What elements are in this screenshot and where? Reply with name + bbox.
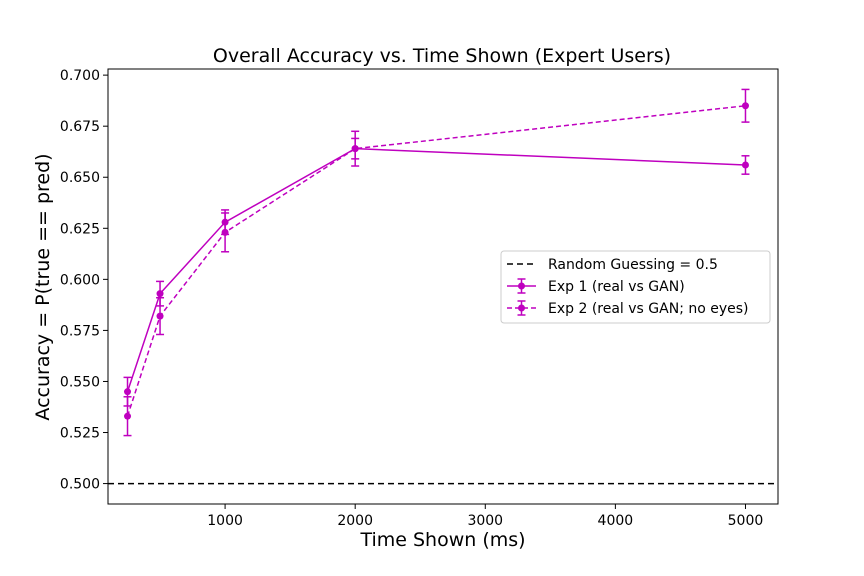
y-axis-label: Accuracy = P(true == pred) <box>32 153 54 420</box>
y-axis-ticks: 0.500 0.525 0.550 0.575 0.600 0.625 0.650 0.675… <box>60 68 108 493</box>
x-tick-label: 3000 <box>467 513 503 529</box>
data-point <box>124 388 132 396</box>
x-axis-ticks: 1000 2000 3000 4000 5000 <box>207 504 763 529</box>
y-tick-label: 0.600 <box>60 272 100 288</box>
x-tick-label: 4000 <box>598 513 634 529</box>
series-layer <box>123 88 750 437</box>
data-point <box>221 228 229 236</box>
data-point <box>156 290 164 298</box>
legend-label: Random Guessing = 0.5 <box>548 257 718 273</box>
y-tick-label: 0.700 <box>60 68 100 84</box>
legend-label: Exp 2 (real vs GAN; no eyes) <box>548 301 749 317</box>
y-tick-label: 0.650 <box>60 170 100 186</box>
x-tick-label: 1000 <box>207 513 243 529</box>
y-tick-label: 0.500 <box>60 477 100 493</box>
y-tick-label: 0.550 <box>60 374 100 390</box>
y-tick-label: 0.525 <box>60 426 100 442</box>
legend-box <box>500 250 771 324</box>
chart-title: Overall Accuracy vs. Time Shown (Expert … <box>213 45 671 67</box>
y-tick-label: 0.625 <box>60 221 100 237</box>
series-2 <box>123 88 750 437</box>
legend: Random Guessing = 0.5 Exp 1 (real vs GAN)… <box>500 250 771 324</box>
x-tick-label: 5000 <box>728 513 764 529</box>
y-tick-label: 0.575 <box>60 323 100 339</box>
data-point <box>351 145 359 153</box>
y-tick-label: 0.675 <box>60 119 100 135</box>
legend-label: Exp 1 (real vs GAN) <box>548 279 685 295</box>
data-point <box>124 412 132 420</box>
data-point <box>156 312 164 320</box>
data-point <box>741 102 749 110</box>
data-point <box>741 161 749 169</box>
x-axis-label: Time Shown (ms) <box>359 529 525 551</box>
x-tick-label: 2000 <box>337 513 373 529</box>
plot-frame <box>107 68 779 505</box>
